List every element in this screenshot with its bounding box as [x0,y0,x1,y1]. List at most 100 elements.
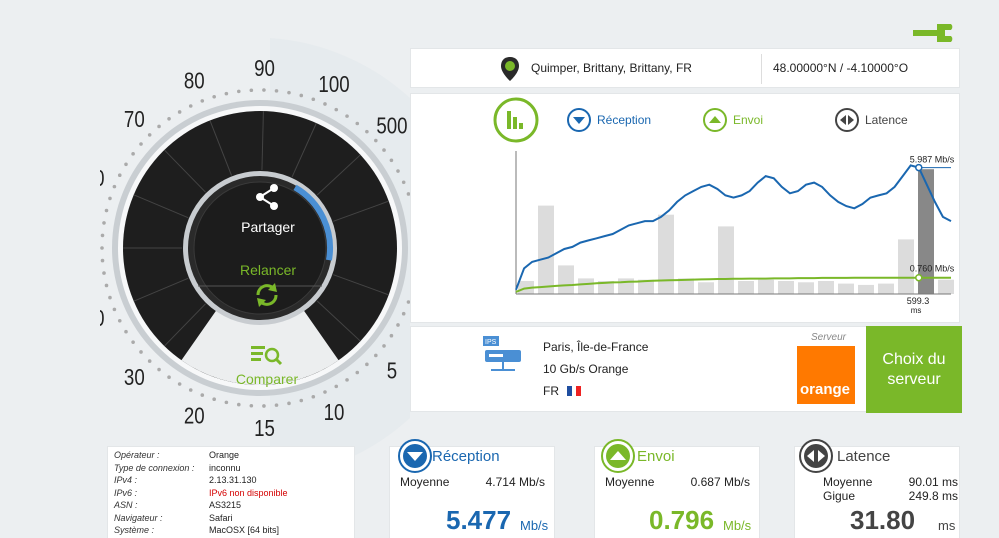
info-value: inconnu [209,462,241,473]
gauge-segment-line [209,120,232,176]
gauge-tick-dot [287,90,291,95]
latency-label: 599.3 [907,296,930,306]
envoi-average: 0.687 Mb/s [690,475,750,489]
compare-icon[interactable] [251,344,283,366]
gauge-tick-dot [236,89,241,94]
legend-envoi[interactable]: Envoi [703,108,763,132]
share-label[interactable]: Partager [241,219,295,235]
gauge-tick-dot [112,307,117,312]
info-row: Système : MacOSX [64 bits] [114,525,279,535]
reception-card: Réception Moyenne 4.714 Mb/s 5.477 Mb/s [389,439,555,538]
gauge-tick-dot [274,89,279,93]
share-icon [256,184,278,210]
gauge-tick-dot [311,394,316,399]
gauge-tick-dot [167,117,171,121]
gauge-tick-dot [396,169,400,173]
gauge-center-inner [193,181,327,315]
series-line [515,164,952,291]
gauge-tick-dot [311,97,316,102]
gauge-tick-dot [147,359,152,363]
gauge-tick-label: 40 [100,306,105,331]
gauge-tick-dot [382,148,386,152]
server-panel: IPS Paris, Île-de-France 10 Gb/s Orange … [410,326,962,413]
gauge-tick-dot [167,375,171,379]
reception-unit: Mb/s [520,518,549,533]
connection-info-card: Opérateur : Orange Type de connexion : inco… [107,446,355,538]
gauge-tick-dot [200,99,205,103]
gauge-tick-dot [389,333,394,338]
chart-toggle-icon[interactable] [493,97,539,143]
info-row: Type de connexion : inconnu [114,463,241,473]
gauge-tick-label: 90 [254,56,275,81]
latency-bar [798,282,814,294]
upload-label: 0.760 Mb/s [910,264,955,274]
envoi-title: Envoi [637,448,675,465]
latence-average-row: Moyenne 90.01 ms [823,475,958,489]
gauge-tick-dot [102,221,106,225]
gauge-segment-line [291,122,317,178]
gauge-tick-dot [139,350,143,354]
jitter-row: Gigue 249.8 ms [823,489,958,503]
choose-server-button[interactable]: Choix du serveur [866,326,962,413]
info-key: IPv4 : [114,475,138,485]
latence-card: Latence Moyenne 90.01 ms Gigue 249.8 ms 31… [794,439,960,538]
gauge-tick-dot [177,382,182,386]
gauge-tick-dot [131,152,135,156]
compare-label[interactable]: Comparer [235,371,299,387]
refresh-icon[interactable] [253,281,281,309]
gauge-tick-dot [406,300,411,304]
reception-average-row: Moyenne 4.714 Mb/s [400,475,545,489]
gauge-tick-dot [224,91,229,96]
gauge-segment-line [333,200,389,222]
legend-latence[interactable]: Latence [835,108,908,132]
wrench-settings-icon[interactable] [913,22,955,44]
server-country: FR [543,384,559,398]
latency-bar [638,279,654,294]
reception-title: Réception [432,448,500,465]
server-label: Serveur [811,332,847,343]
reception-average: 4.714 Mb/s [485,475,545,489]
latency-arrows-icon [835,108,859,132]
envoi-average-row: Moyenne 0.687 Mb/s [605,475,750,489]
info-row: IPv6 : IPv6 non disponible [114,488,288,498]
divider [761,54,762,84]
gauge-tick-dot [157,124,161,129]
latency-bar [658,214,674,294]
gauge-tick-dot [262,88,266,92]
latency-bar [818,281,834,294]
gauge-tick-dot [100,246,104,250]
upload-marker [915,273,923,282]
gauge-tick-dot [104,283,109,288]
gauge-tick-dot [102,271,106,275]
legend-envoi-label: Envoi [733,113,764,127]
share-button[interactable] [229,182,305,216]
gauge-tick-label: 70 [124,107,145,132]
gauge-tick-dot [323,390,327,394]
gauge-tick-dot [117,318,122,323]
gauge-segment-line [133,277,189,302]
latency-bar [578,278,594,294]
rerun-label[interactable]: Relancer [239,262,297,278]
gauge-tick-dot [374,353,378,358]
gauge-tick-dot [157,367,161,372]
gauge-tick-dot [147,133,152,137]
gauge-tick-dot [100,258,105,263]
latency-bar [598,281,614,294]
gauge-tick-dot [108,295,112,300]
gauge-tick-dot [389,158,394,163]
peak-label: 5.987 Mb/s [910,155,955,165]
upload-arrow-icon [601,439,635,473]
average-label: Moyenne [605,475,655,489]
gauge-tick-label: 100 [318,72,349,97]
info-key: Navigateur : [114,512,163,523]
envoi-value: 0.796 [649,505,715,535]
latency-bar [858,284,874,294]
info-row: IPv4 : 2.13.31.130 [114,475,257,485]
legend-reception-label: Réception [597,113,652,127]
gauge-segment-line [163,303,206,347]
gauge-segment-line [133,194,189,219]
info-key: Type de connexion : [114,462,195,473]
legend-reception[interactable]: Réception [567,108,651,132]
gauge-tick-dot [131,340,135,344]
gauge-tick-dot [374,138,378,143]
